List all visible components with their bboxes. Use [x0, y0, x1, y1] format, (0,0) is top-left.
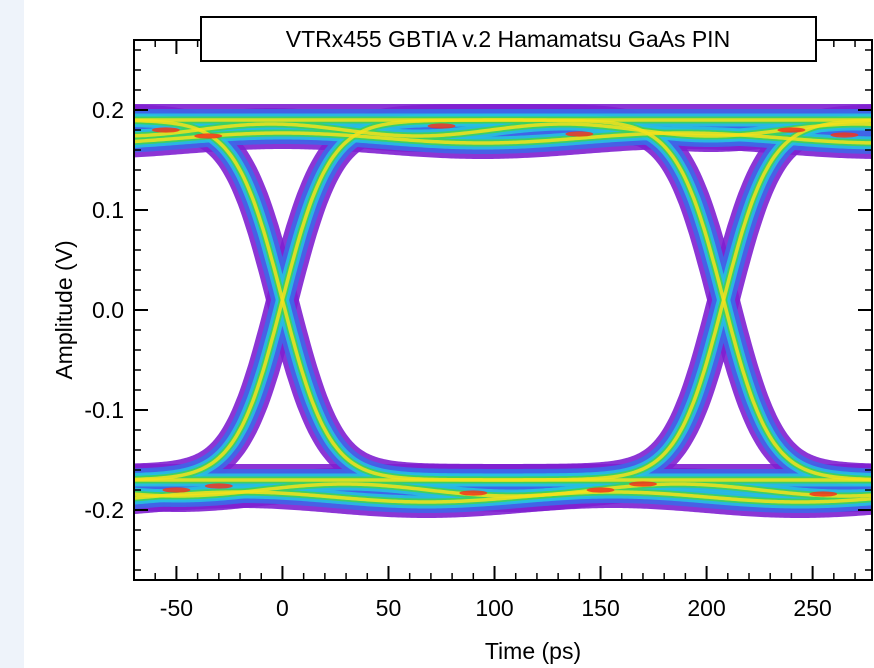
density-hotspot-4 — [777, 127, 806, 133]
x-tick-label: 50 — [376, 595, 402, 621]
chart-title-box: VTRx455 GBTIA v.2 Hamamatsu GaAs PIN — [200, 16, 817, 62]
x-tick-label: 150 — [581, 595, 619, 621]
density-hotspot-11 — [809, 491, 838, 497]
density-hotspot-7 — [204, 483, 233, 489]
density-hotspot-2 — [427, 123, 456, 129]
density-hotspot-6 — [162, 487, 191, 493]
x-tick-label: 100 — [475, 595, 513, 621]
x-axis-label: Time (ps) — [485, 638, 581, 664]
y-axis-label: Amplitude (V) — [51, 240, 77, 379]
eye-density-traces — [134, 104, 872, 518]
y-tick-label: 0.0 — [92, 297, 124, 323]
chart-title: VTRx455 GBTIA v.2 Hamamatsu GaAs PIN — [286, 26, 730, 52]
density-hotspot-3 — [565, 131, 594, 137]
high-rail-band — [134, 122, 872, 138]
density-hotspot-9 — [586, 487, 615, 493]
tick-labels: -50 0 50 100 150 200 250 0.2 0.1 0.0 -0.1 -0.2 — [84, 97, 831, 621]
density-hotspot-10 — [628, 481, 657, 487]
high-rail-alt-band — [134, 131, 872, 145]
density-hotspot-5 — [830, 132, 859, 138]
y-tick-label: 0.2 — [92, 97, 124, 123]
x-tick-label: 200 — [687, 595, 725, 621]
density-hotspot-1 — [194, 133, 223, 139]
x-tick-label: 0 — [276, 595, 289, 621]
x-tick-label: -50 — [160, 595, 193, 621]
eye-diagram-chart: -50 0 50 100 150 200 250 0.2 0.1 0.0 -0.1 -0.2 Time… — [51, 16, 873, 664]
chart-panel: -50 0 50 100 150 200 250 0.2 0.1 0.0 -0.1 -0.2 Time… — [24, 0, 874, 668]
y-tick-label: 0.1 — [92, 197, 124, 223]
rising-edge-1-band — [134, 118, 872, 482]
low-rail-alt-band — [134, 490, 872, 504]
density-hotspot-0 — [151, 127, 180, 133]
density-hotspot-8 — [459, 490, 488, 496]
x-tick-label: 250 — [793, 595, 831, 621]
y-tick-label: -0.2 — [84, 497, 124, 523]
falling-edge-1-band — [134, 118, 872, 482]
y-tick-label: -0.1 — [84, 397, 124, 423]
chart-title-frame — [200, 16, 817, 62]
